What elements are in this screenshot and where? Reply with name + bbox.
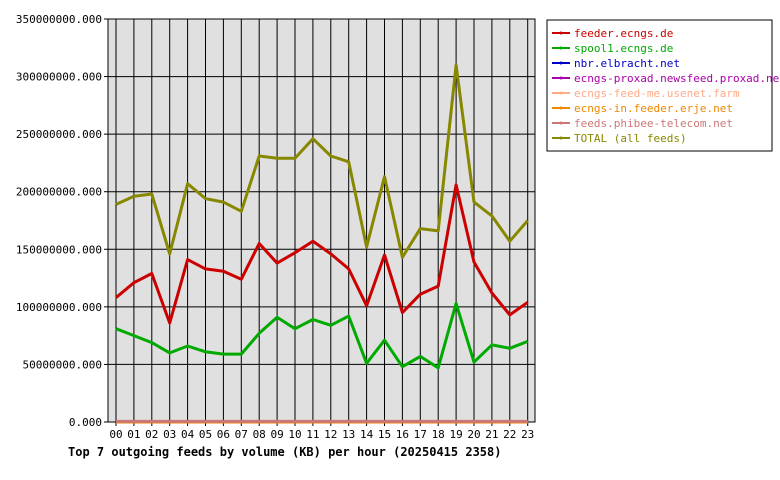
x-axis-tick-labels: 00 01 02 03 04 05 06 07 08 09 10 11 12 13 14 15 16 17 18 19…: [109, 428, 534, 441]
legend-marker: [559, 91, 563, 95]
x-tick-label: 12: [324, 428, 337, 441]
y-tick-label: 0.000: [69, 416, 102, 429]
x-tick-label: 05: [199, 428, 212, 441]
chart-title: Top 7 outgoing feeds by volume (KB) per …: [68, 445, 501, 459]
legend-entry: ecngs-proxad.newsfeed.proxad.net: [574, 72, 780, 85]
x-tick-label: 17: [414, 428, 427, 441]
x-tick-label: 11: [306, 428, 319, 441]
y-axis-tick-labels: 0.000 50000000.000 100000000.000 150000000.…: [16, 13, 102, 429]
x-tick-label: 14: [360, 428, 374, 441]
x-tick-label: 04: [181, 428, 195, 441]
legend-marker: [559, 76, 563, 80]
legend-marker: [559, 31, 563, 35]
legend-entry: spool1.ecngs.de: [574, 42, 673, 55]
series-lines: [115, 63, 529, 424]
x-tick-label: 13: [342, 428, 355, 441]
legend-marker: [559, 61, 563, 65]
x-tick-label: 09: [270, 428, 283, 441]
x-tick-label: 01: [127, 428, 140, 441]
x-tick-label: 23: [521, 428, 534, 441]
legend-marker: [559, 121, 563, 125]
x-tick-label: 03: [163, 428, 176, 441]
legend-marker: [559, 136, 563, 140]
legend-marker: [559, 46, 563, 50]
series-line-0: [115, 183, 529, 325]
legend-entry: TOTAL (all feeds): [574, 132, 687, 145]
x-tick-label: 21: [485, 428, 498, 441]
y-tick-label: 150000000.000: [16, 243, 102, 256]
legend-entry: ecngs-feed-me.usenet.farm: [574, 87, 740, 100]
legend-entry: feeder.ecngs.de: [574, 27, 673, 40]
legend: [546, 19, 773, 152]
y-tick-label: 50000000.000: [23, 358, 102, 371]
x-tick-label: 15: [378, 428, 391, 441]
x-tick-label: 00: [109, 428, 122, 441]
x-tick-label: 22: [503, 428, 516, 441]
legend-entries: feeder.ecngs.de spool1.ecngs.de nbr.elbrac…: [552, 27, 780, 145]
series-line-1: [115, 301, 529, 370]
x-tick-label: 06: [217, 428, 230, 441]
y-tick-label: 100000000.000: [16, 301, 102, 314]
x-tick-label: 10: [288, 428, 301, 441]
x-tick-label: 20: [467, 428, 480, 441]
x-tick-label: 18: [432, 428, 445, 441]
legend-marker: [559, 106, 563, 110]
plot-area: [107, 18, 536, 423]
legend-entry: ecngs-in.feeder.erje.net: [574, 102, 733, 115]
x-tick-label: 07: [235, 428, 248, 441]
x-tick-label: 02: [145, 428, 158, 441]
y-tick-label: 250000000.000: [16, 128, 102, 141]
x-tick-label: 08: [253, 428, 266, 441]
y-tick-label: 200000000.000: [16, 186, 102, 199]
x-tick-label: 16: [396, 428, 409, 441]
y-tick-label: 300000000.000: [16, 71, 102, 84]
series-line-7: [115, 63, 529, 259]
x-tick-label: 19: [449, 428, 462, 441]
legend-entry: feeds.phibee-telecom.net: [574, 117, 733, 130]
y-tick-label: 350000000.000: [16, 13, 102, 26]
legend-entry: nbr.elbracht.net: [574, 57, 680, 70]
